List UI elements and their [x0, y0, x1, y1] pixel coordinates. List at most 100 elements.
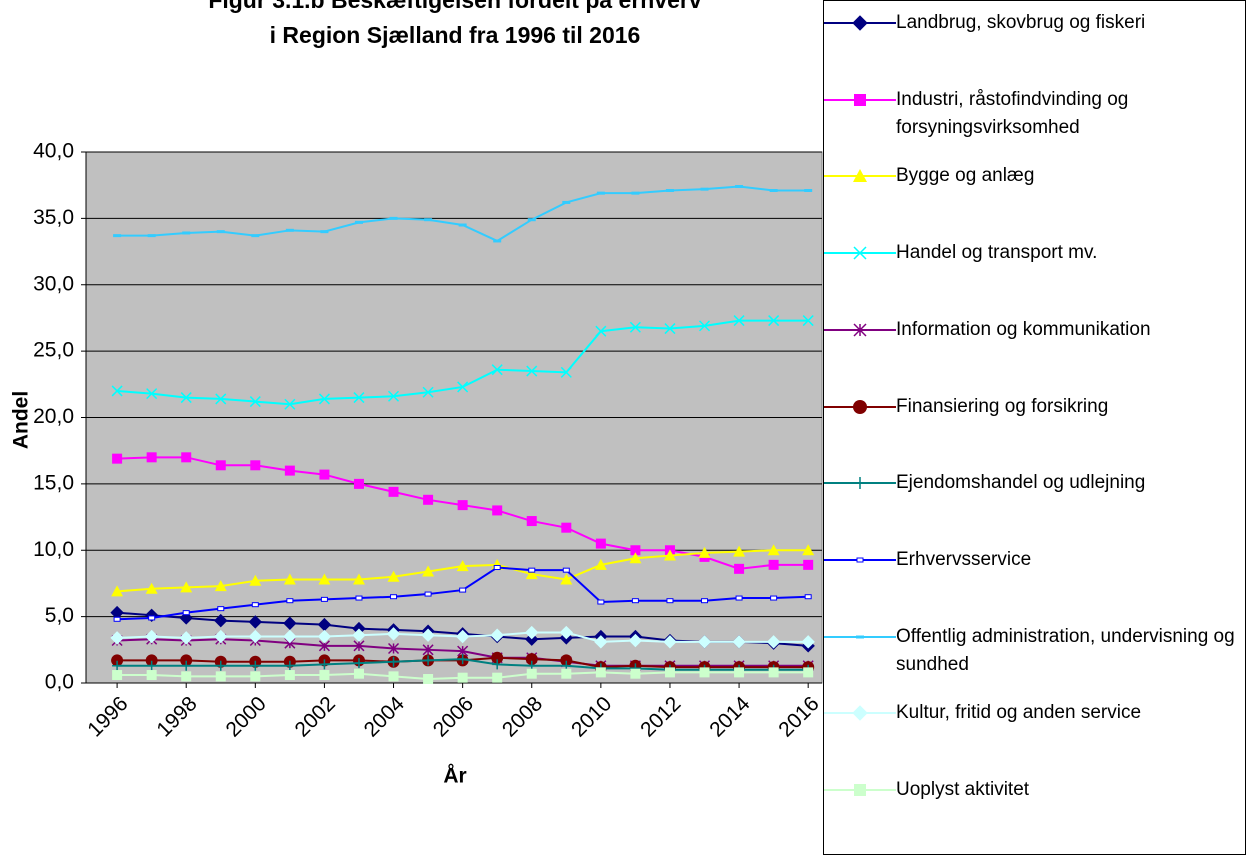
legend-entry: Information og kommunikation [824, 316, 1244, 344]
marker [802, 315, 814, 327]
chart-title: i Region Sjælland fra 1996 til 2016 [270, 22, 641, 48]
legend-swatch [824, 169, 896, 183]
legend-entry: Ejendomshandel og udlejning [824, 469, 1244, 497]
marker [597, 599, 605, 605]
marker [216, 230, 225, 234]
marker [595, 667, 606, 678]
marker [525, 653, 538, 666]
marker [595, 538, 606, 549]
marker [630, 545, 641, 556]
legend-entry: Offentlig administration, undervisning o… [824, 623, 1244, 679]
marker [353, 640, 365, 652]
legend-entry: Bygge og anlæg [824, 162, 1244, 190]
marker [853, 246, 867, 260]
marker [854, 784, 866, 796]
marker [251, 234, 260, 238]
marker [179, 631, 193, 645]
legend-label: Bygge og anlæg [896, 165, 1035, 187]
marker [526, 365, 538, 377]
marker [182, 231, 191, 235]
marker [353, 392, 365, 404]
marker [147, 234, 156, 238]
marker [180, 654, 193, 667]
legend-entry: Erhvervsservice [824, 546, 1244, 574]
marker [768, 559, 779, 570]
legend-label: Information og kommunikation [896, 318, 1151, 340]
marker [352, 628, 366, 642]
marker [630, 668, 641, 679]
marker [526, 668, 537, 679]
marker [663, 635, 677, 649]
x-tick-label: 2010 [567, 692, 616, 741]
marker [457, 654, 468, 665]
marker [732, 635, 746, 649]
marker [320, 596, 328, 602]
marker [491, 364, 503, 376]
marker [559, 625, 574, 640]
marker [804, 594, 812, 600]
marker [803, 559, 814, 570]
marker [631, 598, 639, 604]
marker [560, 573, 573, 585]
marker [770, 595, 778, 601]
marker [733, 545, 746, 557]
marker [802, 544, 815, 556]
marker [735, 595, 743, 601]
marker [422, 565, 435, 577]
marker [284, 670, 295, 681]
legend-entry: Handel og transport mv. [824, 239, 1244, 267]
marker [146, 660, 157, 671]
marker [112, 670, 123, 681]
marker [217, 606, 225, 612]
x-axis-label: År [443, 764, 466, 788]
marker [804, 188, 813, 192]
marker [853, 399, 867, 414]
marker [144, 629, 159, 644]
marker [388, 656, 399, 667]
marker [319, 659, 330, 670]
marker [180, 581, 193, 593]
marker [594, 558, 607, 570]
marker [422, 386, 434, 398]
marker [148, 615, 156, 621]
x-tick-label: 2014 [705, 692, 755, 742]
marker [250, 660, 261, 671]
marker [560, 366, 572, 378]
marker [769, 188, 778, 192]
marker [251, 602, 259, 608]
marker [423, 674, 434, 685]
legend-label: Industri, råstofindvinding og forsynings… [896, 88, 1129, 138]
marker [180, 392, 192, 404]
marker [352, 573, 365, 585]
marker [561, 522, 572, 533]
legend-swatch [824, 477, 896, 490]
marker [283, 629, 297, 644]
legend-label: Finansiering og forsikring [896, 395, 1109, 417]
marker [735, 185, 744, 189]
legend-swatch [824, 399, 896, 414]
marker [317, 629, 332, 644]
marker [852, 705, 868, 722]
marker [768, 667, 779, 678]
chart: Figur 3.1.b Beskæftigelsen fordelt på er… [10, 0, 823, 788]
marker [146, 670, 157, 681]
legend-entry: Industri, råstofindvinding og forsynings… [824, 86, 1244, 142]
y-tick-label: 30,0 [33, 272, 74, 295]
y-tick-label: 35,0 [33, 206, 74, 229]
marker [734, 563, 745, 574]
marker [387, 570, 400, 582]
marker [699, 667, 710, 678]
marker [853, 169, 867, 183]
marker [215, 660, 226, 671]
y-tick-label: 0,0 [45, 671, 74, 694]
marker [457, 381, 469, 393]
marker [388, 671, 399, 682]
marker [562, 200, 571, 204]
marker [353, 668, 364, 679]
marker [527, 218, 536, 222]
marker [455, 629, 470, 644]
marker [698, 546, 711, 558]
marker [594, 635, 608, 649]
marker [423, 494, 434, 505]
